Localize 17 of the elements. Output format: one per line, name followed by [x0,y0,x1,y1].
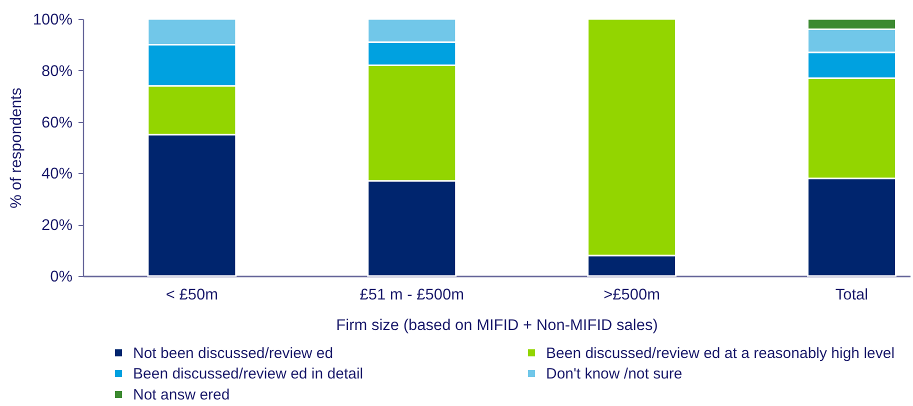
x-tick-label: Total [835,286,868,304]
y-tick-label: 80% [41,62,73,80]
x-tick-label: £51 m - £500m [360,286,464,304]
y-axis-title: % of respondents [8,87,25,208]
legend-label: Been discussed/review ed at a reasonably high level [546,344,895,362]
y-tick-label: 60% [41,114,73,132]
x-tick-label: >£500m [604,286,660,304]
legend-label: Not answ ered [133,386,230,404]
legend-label: Been discussed/review ed in detail [133,366,364,382]
x-tick-label: < £50m [166,286,218,304]
y-tick-label: 100% [32,12,73,28]
y-tick-label: 20% [41,217,73,234]
x-axis-title: Firm size (based on MIFID + Non-MIFID sales) [336,317,658,334]
legend-label: Don't know /not sure [546,366,682,382]
y-tick-label: 0% [50,268,73,286]
legend-label: Not been discussed/review ed [133,344,334,362]
y-tick-label: 40% [41,166,73,183]
